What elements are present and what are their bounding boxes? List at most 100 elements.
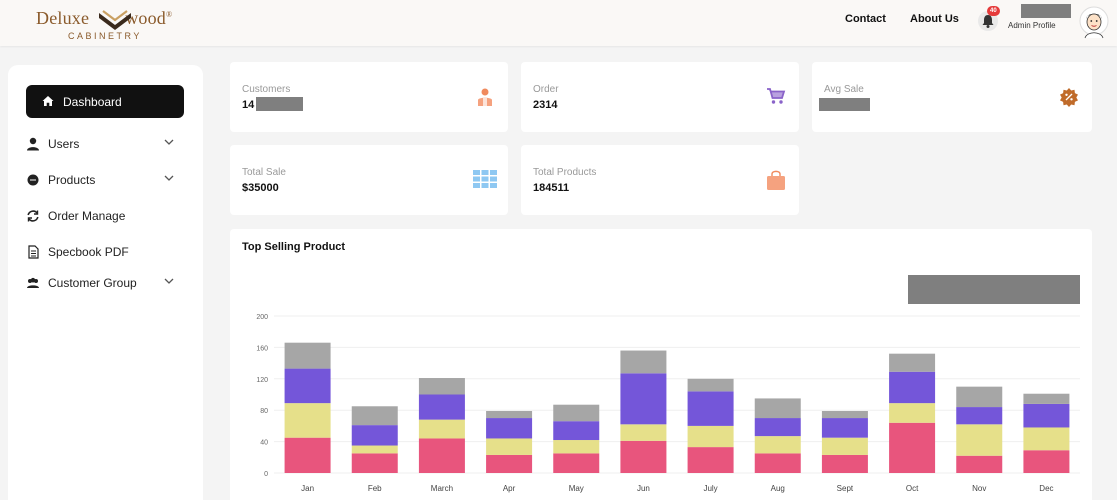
bar-segment bbox=[553, 440, 600, 454]
sidebar-item-users[interactable]: Users bbox=[26, 134, 184, 156]
cart-icon bbox=[767, 88, 786, 104]
x-tick-label: Dec bbox=[1039, 484, 1053, 493]
admin-profile-label[interactable]: Admin Profile bbox=[1008, 21, 1056, 30]
bar-segment bbox=[553, 404, 600, 422]
bar-segment bbox=[284, 403, 331, 438]
notification-bell[interactable]: 40 bbox=[978, 6, 1000, 32]
bar-segment bbox=[486, 418, 533, 439]
bar-segment bbox=[351, 425, 398, 446]
brand-tagline: CABINETRY bbox=[68, 31, 142, 41]
y-tick-label: 160 bbox=[256, 345, 268, 352]
x-tick-label: Nov bbox=[972, 484, 986, 493]
stat-title: Total Products bbox=[533, 167, 597, 178]
redacted-value bbox=[819, 98, 870, 111]
bell-icon bbox=[978, 11, 998, 31]
bar-segment bbox=[1023, 427, 1070, 451]
bar-segment bbox=[553, 421, 600, 441]
bar-segment bbox=[956, 424, 1003, 456]
sidebar-item-order-manage[interactable]: Order Manage bbox=[26, 206, 184, 228]
sidebar-item-products[interactable]: Products bbox=[26, 170, 184, 192]
bar-segment bbox=[486, 454, 533, 473]
top-selling-chart: 0 40 80 120 160 200 Jan Feb March Apr May Jun July Au… bbox=[256, 314, 1080, 493]
x-tick-label: March bbox=[431, 484, 453, 493]
bar-segment bbox=[821, 454, 868, 473]
user-icon bbox=[27, 137, 39, 151]
brand-name-left: Deluxe bbox=[36, 8, 90, 28]
sidebar-item-dashboard[interactable]: Dashboard bbox=[26, 85, 184, 118]
product-icon bbox=[27, 174, 39, 186]
bar-segment bbox=[687, 378, 734, 392]
x-tick-label: July bbox=[703, 484, 717, 493]
registered-mark: ® bbox=[166, 10, 173, 19]
bar-segment bbox=[418, 394, 465, 420]
bar-segment bbox=[889, 403, 936, 423]
bar-segment bbox=[956, 386, 1003, 408]
bar-segment bbox=[687, 425, 734, 448]
sidebar-item-label: Dashboard bbox=[63, 95, 122, 109]
notification-badge: 40 bbox=[987, 6, 1000, 16]
nav-contact-link[interactable]: Contact bbox=[845, 13, 886, 25]
x-tick-label: Jun bbox=[637, 484, 650, 493]
sidebar-item-customer-group[interactable]: Customer Group bbox=[26, 273, 184, 295]
stat-card-customers: Customers 14 bbox=[230, 62, 508, 132]
bar-segment bbox=[687, 391, 734, 426]
admin-name-redacted bbox=[1021, 4, 1071, 18]
stat-value: 184511 bbox=[533, 182, 570, 194]
stat-card-order: Order 2314 bbox=[521, 62, 799, 132]
bar-segment bbox=[889, 371, 936, 404]
person-icon bbox=[478, 88, 492, 106]
nav-about-link[interactable]: About Us bbox=[910, 13, 959, 25]
x-tick-label: Feb bbox=[368, 484, 382, 493]
x-tick-label: May bbox=[569, 484, 584, 493]
brand-name: Deluxe wood® bbox=[36, 8, 172, 29]
bar-segment bbox=[351, 406, 398, 426]
bar-segment bbox=[284, 437, 331, 473]
sidebar-item-specbook-pdf[interactable]: Specbook PDF bbox=[26, 242, 184, 264]
bar-segment bbox=[620, 373, 667, 425]
y-tick-label: 80 bbox=[260, 408, 268, 415]
y-tick-label: 40 bbox=[260, 440, 268, 447]
stat-title: Total Sale bbox=[242, 167, 286, 178]
stat-card-total-sale: Total Sale $35000 bbox=[230, 145, 508, 215]
sidebar-item-label: Specbook PDF bbox=[48, 245, 129, 259]
bar-segment bbox=[418, 419, 465, 439]
bar-segment bbox=[821, 410, 868, 419]
x-tick-label: Jan bbox=[301, 484, 314, 493]
redacted-value bbox=[256, 97, 303, 111]
bar-segment bbox=[553, 453, 600, 473]
bar-segment bbox=[620, 440, 667, 473]
grid-icon bbox=[473, 170, 497, 188]
x-tick-label: Apr bbox=[503, 484, 516, 493]
bag-icon bbox=[767, 170, 785, 190]
bar-segment bbox=[1023, 393, 1070, 404]
chart-panel: Top Selling Product 0 40 80 120 160 200 Jan Feb… bbox=[230, 229, 1092, 500]
bar-segment bbox=[418, 378, 465, 395]
avatar[interactable] bbox=[1079, 6, 1109, 40]
refresh-icon bbox=[27, 210, 39, 222]
stat-title: Order bbox=[533, 84, 559, 95]
bar-segment bbox=[754, 418, 801, 437]
bar-segment bbox=[1023, 403, 1070, 428]
bar-segment bbox=[284, 368, 331, 404]
bar-segment bbox=[486, 410, 533, 419]
period-select-redacted[interactable] bbox=[908, 275, 1080, 304]
document-icon bbox=[28, 245, 39, 259]
bar-segment bbox=[754, 436, 801, 454]
brand-name-right: wood bbox=[125, 8, 166, 28]
x-tick-label: Sept bbox=[837, 484, 854, 493]
bar-segment bbox=[889, 353, 936, 372]
bar-segment bbox=[821, 437, 868, 455]
group-icon bbox=[27, 277, 39, 288]
sidebar-item-label: Order Manage bbox=[48, 209, 126, 223]
sidebar-item-label: Products bbox=[48, 173, 96, 187]
y-tick-label: 200 bbox=[256, 314, 268, 321]
chevron-down-icon[interactable] bbox=[164, 277, 174, 285]
stat-card-total-products: Total Products 184511 bbox=[521, 145, 799, 215]
y-tick-label: 0 bbox=[264, 471, 268, 478]
chart-title: Top Selling Product bbox=[242, 241, 346, 253]
bar-segment bbox=[351, 445, 398, 454]
chevron-down-icon[interactable] bbox=[164, 138, 174, 146]
chevron-down-icon[interactable] bbox=[164, 174, 174, 182]
chevron-mark-icon bbox=[99, 10, 131, 30]
brand-logo[interactable]: Deluxe wood® CABINETRY bbox=[36, 6, 176, 42]
